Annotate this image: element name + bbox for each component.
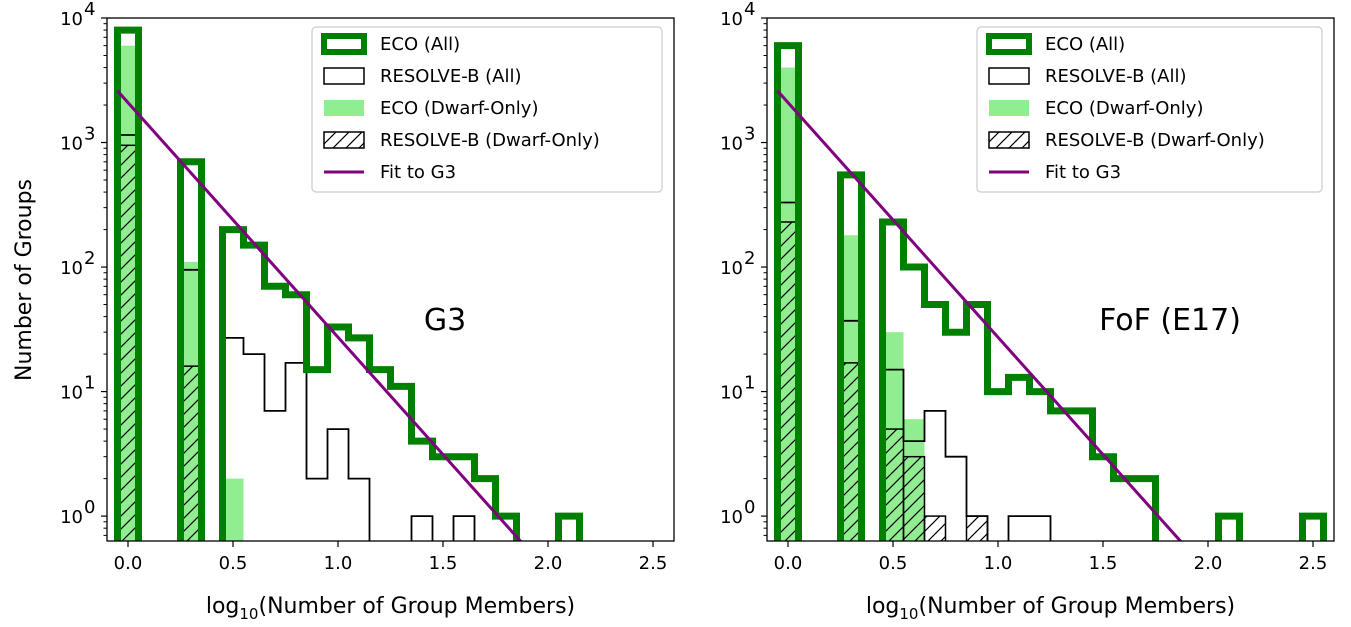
legend-label: Fit to G3 (380, 162, 456, 183)
x-tick-label: 0.0 (774, 553, 803, 574)
y-tick-exponent: 1 (744, 373, 755, 394)
legend: ECO (All) RESOLVE-B (All) ECO (Dwarf-Only)… (976, 26, 1323, 193)
y-tick-exponent: 4 (84, 0, 95, 20)
legend-label: ECO (All) (380, 34, 460, 55)
y-tick-label: 10 (60, 258, 83, 279)
x-tick-label: 2.5 (639, 553, 668, 574)
x-axis-label: log10(Number of Group Members) (866, 594, 1235, 623)
legend-label: RESOLVE-B (Dwarf-Only) (380, 130, 600, 151)
y-tick-exponent: 1 (84, 373, 95, 394)
eco-dwarf-bar (222, 478, 244, 541)
x-tick-label: 2.5 (1299, 553, 1328, 574)
y-tick-exponent: 0 (744, 497, 755, 518)
legend-label: ECO (Dwarf-Only) (1045, 98, 1203, 119)
legend-box (976, 26, 1323, 193)
x-tick-label: 0.0 (114, 553, 143, 574)
legend-label: ECO (Dwarf-Only) (380, 98, 538, 119)
y-tick-label: 10 (60, 383, 83, 404)
x-tick-label: 2.0 (534, 553, 563, 574)
legend-swatch-resolve-dwarf (988, 131, 1030, 149)
y-tick-exponent: 2 (84, 248, 95, 269)
y-tick-label: 10 (720, 134, 743, 155)
y-tick-exponent: 3 (84, 124, 95, 145)
y-tick-label: 10 (720, 9, 743, 30)
y-tick-exponent: 3 (744, 124, 755, 145)
legend-swatch-eco-all (321, 33, 367, 55)
resolve-all-step (776, 201, 1052, 541)
eco-all-step (114, 26, 583, 541)
y-tick-exponent: 2 (744, 248, 755, 269)
y-tick-label: 10 (60, 134, 83, 155)
resolve-all-step (116, 134, 476, 541)
y-tick-label: 10 (720, 507, 743, 528)
x-tick-label: 1.0 (324, 553, 353, 574)
legend: ECO (All) RESOLVE-B (All) ECO (Dwarf-Only)… (311, 26, 663, 193)
plot-area (774, 42, 1327, 541)
legend-label: ECO (All) (1045, 34, 1125, 55)
x-tick-label: 1.0 (984, 553, 1013, 574)
resolve-dwarf-bar (965, 515, 989, 541)
legend-swatch-resolve-all (988, 67, 1030, 85)
y-tick-label: 10 (60, 507, 83, 528)
y-axis-label: Number of Groups (12, 179, 37, 381)
x-axis-label: log10(Number of Group Members) (206, 594, 575, 623)
fit-line (116, 89, 523, 541)
y-tick-exponent: 4 (744, 0, 755, 20)
legend-swatch-eco-all (986, 33, 1032, 55)
legend-swatch-resolve-dwarf (323, 131, 365, 149)
legend-swatch-resolve-all (323, 67, 365, 85)
x-tick-label: 0.5 (879, 553, 908, 574)
legend-swatch-eco-dwarf (989, 100, 1029, 116)
y-tick-exponent: 0 (84, 497, 95, 518)
x-tick-label: 1.5 (1089, 553, 1118, 574)
legend-label: RESOLVE-B (All) (1045, 66, 1187, 87)
panel-label: FoF (E17) (1099, 303, 1241, 338)
legend-label: Fit to G3 (1045, 162, 1121, 183)
legend-label: RESOLVE-B (All) (380, 66, 522, 87)
legend-label: RESOLVE-B (Dwarf-Only) (1045, 130, 1265, 151)
y-tick-label: 10 (60, 9, 83, 30)
y-tick-label: 10 (720, 258, 743, 279)
fit-line (776, 89, 1183, 541)
plot-area (114, 26, 583, 541)
x-tick-label: 1.5 (429, 553, 458, 574)
legend-box (311, 26, 663, 193)
resolve-dwarf-bar (902, 455, 926, 541)
resolve-dwarf-bar (923, 515, 947, 541)
x-tick-label: 2.0 (1194, 553, 1223, 574)
x-tick-label: 0.5 (219, 553, 248, 574)
y-tick-label: 10 (720, 383, 743, 404)
panel-label: G3 (424, 303, 466, 338)
legend-swatch-eco-dwarf (324, 100, 364, 116)
